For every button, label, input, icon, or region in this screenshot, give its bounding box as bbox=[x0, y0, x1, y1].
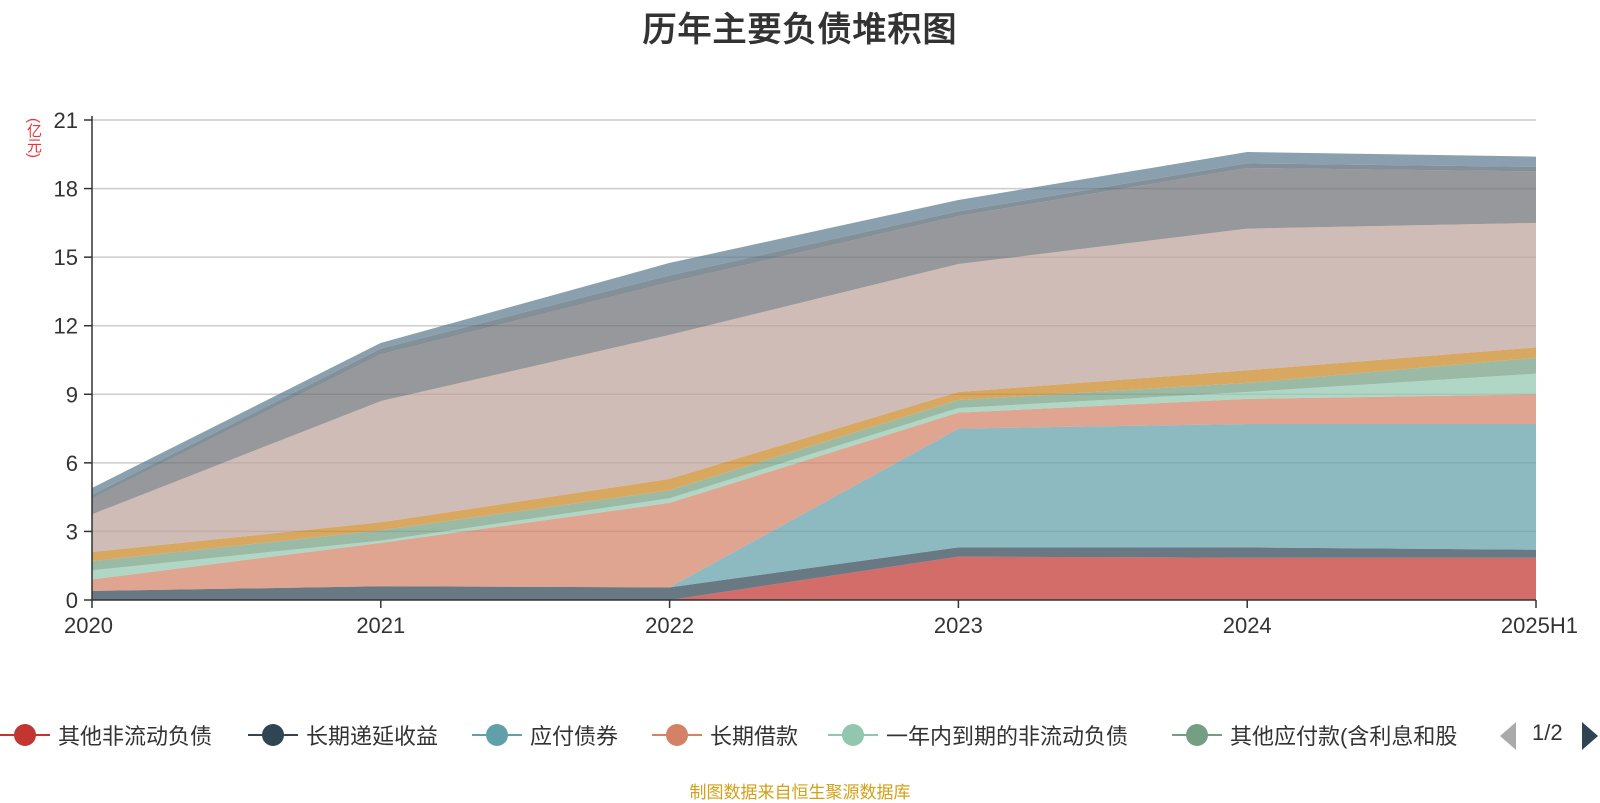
y-tick-label: 18 bbox=[54, 177, 78, 202]
legend: 其他非流动负债 长期递延收益 应付债券 长期借款 一年内到期的非流动负债 其他应付款(含利… bbox=[0, 718, 1600, 754]
stacked-area-chart: 0 3 6 9 12 15 18 21 2020 2021 2022 2023 2024 2025H1 bbox=[54, 108, 1578, 638]
area-series-6 bbox=[92, 347, 1536, 562]
legend-marker-icon bbox=[0, 720, 50, 750]
y-tick-label: 6 bbox=[66, 451, 78, 476]
y-tick-label: 0 bbox=[66, 588, 78, 613]
legend-label: 其他非流动负债 bbox=[58, 724, 213, 749]
legend-item[interactable]: 应付债券 bbox=[472, 718, 618, 752]
legend-label: 应付债券 bbox=[530, 724, 619, 749]
axes bbox=[84, 116, 1537, 608]
x-tick-label: 2022 bbox=[645, 613, 694, 638]
source-note: 制图数据来自恒生聚源数据库 bbox=[689, 783, 911, 802]
y-tick-label: 3 bbox=[66, 519, 78, 544]
area-series-1 bbox=[92, 547, 1536, 600]
area-series-3 bbox=[92, 394, 1536, 591]
legend-label: 一年内到期的非流动负债 bbox=[886, 724, 1129, 749]
x-tick-label: 2023 bbox=[934, 613, 983, 638]
tick-labels: 0 3 6 9 12 15 18 21 2020 2021 2022 2023 2024 2025H1 bbox=[54, 108, 1578, 638]
y-tick-label: 15 bbox=[54, 245, 78, 270]
legend-marker-icon bbox=[472, 720, 522, 750]
legend-item[interactable]: 长期递延收益 bbox=[248, 718, 438, 752]
x-tick-label: 2025H1 bbox=[1501, 613, 1578, 638]
legend-page-indicator: 1/2 bbox=[1532, 720, 1563, 745]
legend-item[interactable]: 其他非流动负债 bbox=[0, 718, 212, 752]
area-series-5 bbox=[92, 357, 1536, 571]
legend-item[interactable]: 其他应付款(含利息和股 bbox=[1172, 718, 1457, 752]
legend-marker-icon bbox=[652, 720, 702, 750]
x-tick-label: 2020 bbox=[64, 613, 113, 638]
area-series-7 bbox=[92, 222, 1536, 552]
x-tick-label: 2021 bbox=[356, 613, 405, 638]
y-tick-label: 21 bbox=[54, 108, 78, 133]
area-series-8 bbox=[92, 168, 1536, 515]
legend-next-page-icon[interactable] bbox=[1582, 722, 1598, 750]
legend-prev-page-icon[interactable] bbox=[1500, 722, 1516, 750]
area-series-2 bbox=[92, 424, 1536, 591]
x-tick-label: 2024 bbox=[1223, 613, 1272, 638]
y-tick-label: 9 bbox=[66, 382, 78, 407]
chart-title: 历年主要负债堆积图 bbox=[642, 11, 958, 49]
legend-label: 其他应付款(含利息和股 bbox=[1230, 724, 1458, 749]
legend-marker-icon bbox=[828, 720, 878, 750]
legend-marker-icon bbox=[1172, 720, 1222, 750]
legend-label: 长期借款 bbox=[710, 724, 799, 749]
area-series-4 bbox=[92, 373, 1536, 580]
area-series bbox=[92, 152, 1536, 600]
y-axis-unit-label: (亿元) bbox=[25, 118, 42, 158]
legend-item[interactable]: 长期借款 bbox=[652, 718, 798, 752]
legend-marker-icon bbox=[248, 720, 298, 750]
y-tick-label: 12 bbox=[54, 314, 78, 339]
legend-item[interactable]: 一年内到期的非流动负债 bbox=[828, 718, 1128, 752]
legend-label: 长期递延收益 bbox=[306, 724, 439, 749]
